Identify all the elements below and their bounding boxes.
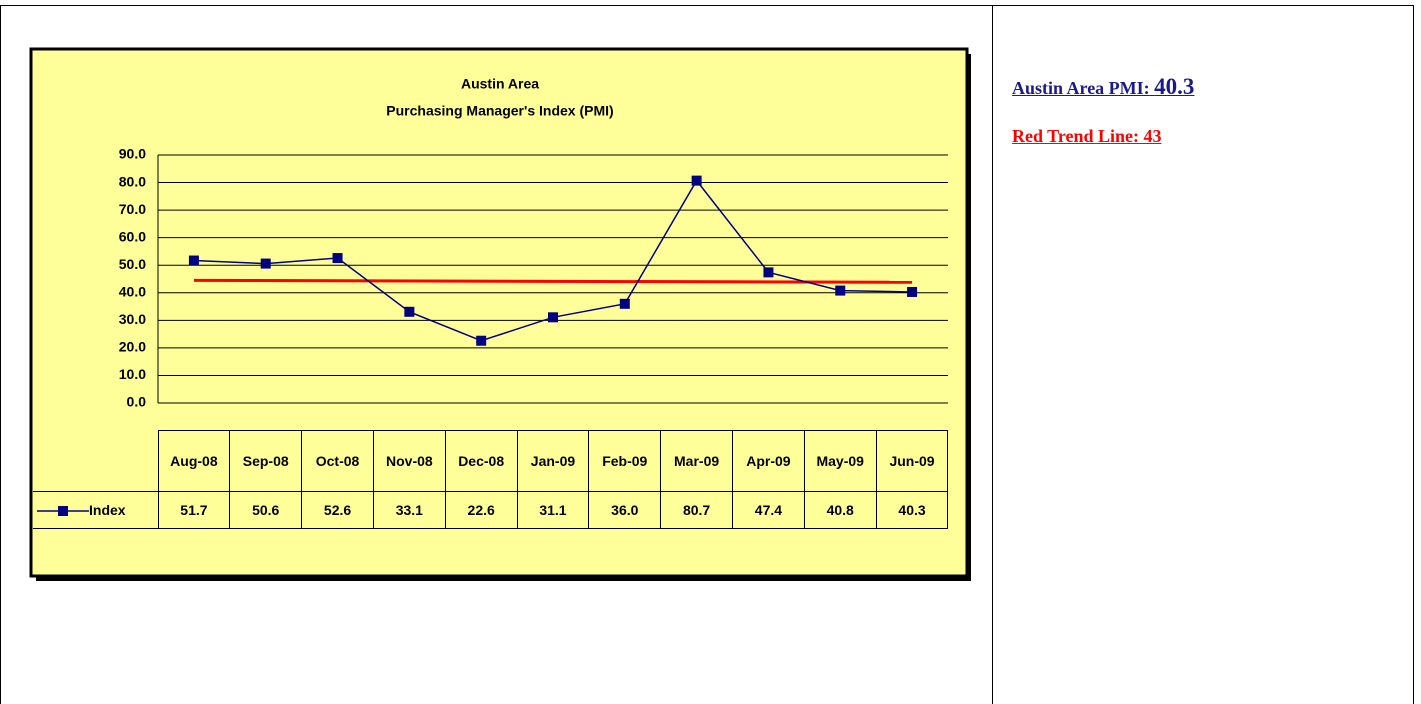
divider [992, 5, 993, 704]
x-tick-label: Feb-09 [588, 430, 662, 492]
data-label: 40.8 [803, 491, 877, 529]
trend-line [193, 278, 913, 284]
legend-marker [58, 506, 68, 517]
trend-label: Red Trend Line: [1012, 126, 1140, 146]
y-tick-label: 10.0 [119, 366, 146, 382]
y-tick-label: 70.0 [119, 201, 146, 217]
sidebar: Austin Area PMI: 40.3 Red Trend Line: 43 [1012, 74, 1194, 173]
data-label: 36.0 [588, 491, 662, 529]
x-tick-label: Jun-09 [875, 430, 949, 492]
x-tick-label: Sep-08 [229, 430, 303, 492]
marker [476, 335, 487, 346]
y-tick-label: 40.0 [119, 283, 146, 299]
y-tick-label: 30.0 [119, 311, 146, 327]
legend-cell: Index [33, 491, 159, 529]
data-label: 47.4 [732, 491, 805, 529]
x-tick-label: Oct-08 [301, 430, 374, 492]
x-tick-label: Nov-08 [372, 430, 446, 492]
chart-title: Purchasing Manager's Index (PMI) [386, 103, 613, 119]
trend-value: 43 [1143, 126, 1162, 146]
marker [332, 253, 343, 264]
marker [260, 258, 271, 269]
x-tick-label: Jan-09 [516, 430, 590, 492]
marker [404, 306, 415, 317]
marker [188, 255, 199, 266]
x-tick-label: May-09 [803, 430, 877, 492]
y-tick-label: 60.0 [119, 228, 146, 244]
marker [548, 312, 558, 323]
data-table: Aug-08 Sep-08 Oct-08 Nov-08 Dec-08 Jan-09 Feb-… [33, 430, 949, 529]
pmi-note: Austin Area PMI: 40.3 [1012, 74, 1194, 100]
data-label: 80.7 [660, 491, 733, 529]
marker [691, 175, 702, 186]
data-label: 31.1 [516, 491, 590, 529]
data-label: 22.6 [444, 491, 518, 529]
data-label: 33.1 [372, 491, 446, 529]
legend-key [37, 506, 89, 517]
corner-cell [33, 430, 159, 492]
marker [619, 298, 630, 309]
x-tick-label: Mar-09 [660, 430, 733, 492]
marker [907, 286, 918, 297]
marker [763, 267, 774, 278]
data-label: 52.6 [301, 491, 374, 529]
data-row: Index 51.7 50.6 52.6 33.1 22.6 31.1 36.0 80.7 47.… [33, 491, 949, 529]
pmi-label: Austin Area PMI: [1012, 78, 1150, 98]
y-tick-label: 80.0 [119, 173, 146, 189]
data-label: 40.3 [875, 491, 949, 529]
legend-label: Index [89, 502, 126, 518]
x-tick-label: Dec-08 [444, 430, 518, 492]
y-tick-label: 50.0 [119, 256, 146, 272]
marker [835, 285, 846, 296]
frame [0, 5, 1414, 704]
pmi-value: 40.3 [1154, 74, 1195, 99]
trend-note: Red Trend Line: 43 [1012, 126, 1194, 147]
y-tick-label: 0.0 [127, 394, 147, 410]
data-label: 51.7 [157, 491, 231, 529]
y-tick-label: 90.0 [119, 146, 146, 162]
data-label: 50.6 [229, 491, 303, 529]
y-tick-label: 20.0 [119, 339, 146, 355]
x-tick-label: Aug-08 [157, 430, 231, 492]
x-tick-label: Apr-09 [732, 430, 805, 492]
chart-title: Austin Area [461, 76, 539, 92]
header-row: Aug-08 Sep-08 Oct-08 Nov-08 Dec-08 Jan-09 Feb-… [33, 430, 949, 492]
